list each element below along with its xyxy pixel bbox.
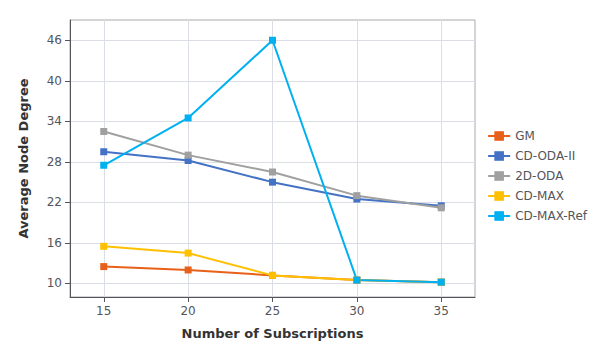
svg-text:22: 22 — [47, 195, 62, 209]
svg-text:15: 15 — [96, 304, 111, 318]
svg-text:CD-MAX-Ref: CD-MAX-Ref — [515, 209, 588, 223]
svg-text:25: 25 — [265, 304, 280, 318]
svg-text:CD-ODA-II: CD-ODA-II — [515, 149, 575, 163]
svg-text:2D-ODA: 2D-ODA — [515, 169, 564, 183]
svg-text:40: 40 — [47, 74, 62, 88]
svg-text:20: 20 — [180, 304, 195, 318]
svg-text:46: 46 — [47, 33, 62, 47]
svg-text:GM: GM — [515, 129, 535, 143]
svg-text:10: 10 — [47, 276, 62, 290]
svg-text:Number of Subscriptions: Number of Subscriptions — [182, 326, 364, 341]
svg-text:35: 35 — [434, 304, 449, 318]
svg-text:Average Node Degree: Average Node Degree — [16, 78, 31, 238]
svg-text:28: 28 — [47, 155, 62, 169]
svg-text:34: 34 — [47, 114, 62, 128]
svg-text:16: 16 — [47, 236, 62, 250]
svg-text:CD-MAX: CD-MAX — [515, 189, 564, 203]
svg-text:30: 30 — [349, 304, 364, 318]
